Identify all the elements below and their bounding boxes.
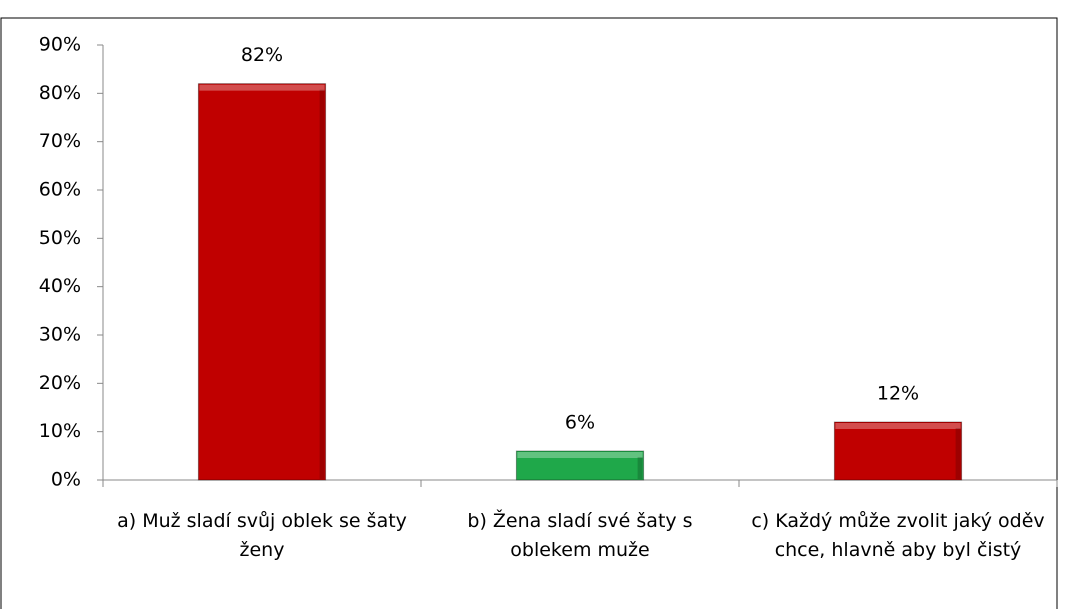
bar-shade [955, 428, 961, 479]
bar-shade [319, 89, 325, 480]
bar [515, 450, 645, 481]
bar-bevel [517, 452, 643, 458]
x-tick-label: a) Muž sladí svůj oblek se šaty ženy [117, 510, 407, 561]
y-tick-label: 10% [39, 420, 81, 442]
y-tick-label: 50% [39, 227, 81, 249]
y-tick-label: 60% [39, 179, 81, 201]
x-tick-label: c) Každý může zvolit jaký oděv chce, hla… [751, 510, 1045, 561]
y-tick-label: 0% [51, 469, 81, 491]
y-tick-label: 40% [39, 275, 81, 297]
bar [833, 421, 963, 481]
value-label: 12% [877, 383, 919, 405]
y-tick-label: 70% [39, 130, 81, 152]
bar-bevel [835, 423, 961, 429]
bar [197, 83, 327, 481]
value-label: 6% [565, 412, 595, 434]
y-tick-label: 80% [39, 82, 81, 104]
bar-shade [637, 457, 643, 479]
y-tick-label: 30% [39, 324, 81, 346]
x-tick-label: b) Žena sladí své šaty s oblekem muže [467, 510, 693, 561]
y-tick-label: 20% [39, 372, 81, 394]
bar-bevel [199, 84, 325, 91]
value-label: 82% [241, 44, 283, 66]
chart-frame [0, 17, 1058, 609]
y-tick-label: 90% [39, 34, 81, 56]
